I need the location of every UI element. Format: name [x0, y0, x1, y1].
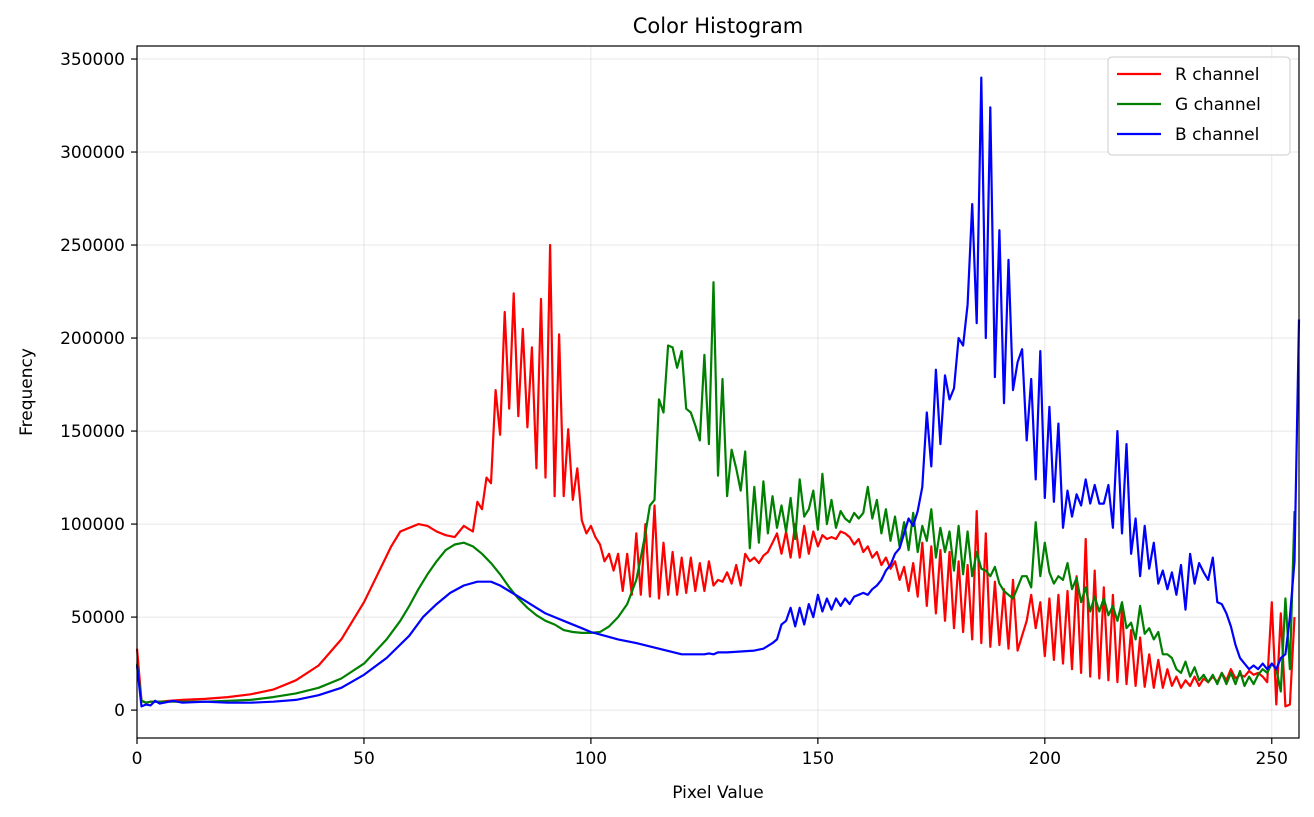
x-tick-label: 200 — [1029, 749, 1061, 769]
y-tick-label: 300000 — [60, 143, 125, 163]
y-tick-label: 200000 — [60, 329, 125, 349]
b-channel-line — [135, 76, 1301, 708]
y-tick-label: 0 — [114, 701, 125, 721]
legend: R channel G channel B channel — [1107, 56, 1291, 156]
y-tick-label: 250000 — [60, 236, 125, 256]
g-channel-line — [135, 281, 1296, 704]
x-tick-label: 0 — [132, 749, 143, 769]
y-tick-label: 50000 — [71, 608, 125, 628]
plot-frame — [136, 45, 1300, 739]
y-axis-label: Frequency — [17, 348, 37, 436]
x-axis: 0 50 100 150 200 250 — [132, 738, 1288, 769]
chart-title: Color Histogram — [633, 14, 803, 38]
x-tick-label: 250 — [1256, 749, 1288, 769]
x-tick-label: 150 — [802, 749, 834, 769]
series-lines — [135, 76, 1301, 708]
x-tick-label: 100 — [575, 749, 607, 769]
r-channel-line — [135, 243, 1296, 708]
y-axis: 0 50000 100000 150000 200000 250000 300000 3500… — [60, 50, 137, 721]
y-tick-label: 100000 — [60, 515, 125, 535]
legend-label-g-channel: G channel — [1175, 95, 1261, 115]
y-tick-label: 150000 — [60, 422, 125, 442]
x-tick-label: 50 — [353, 749, 375, 769]
y-tick-label: 350000 — [60, 50, 125, 70]
legend-box — [1107, 56, 1291, 156]
legend-label-b-channel: B channel — [1175, 125, 1259, 145]
legend-label-r-channel: R channel — [1175, 65, 1260, 85]
x-axis-label: Pixel Value — [672, 783, 763, 803]
